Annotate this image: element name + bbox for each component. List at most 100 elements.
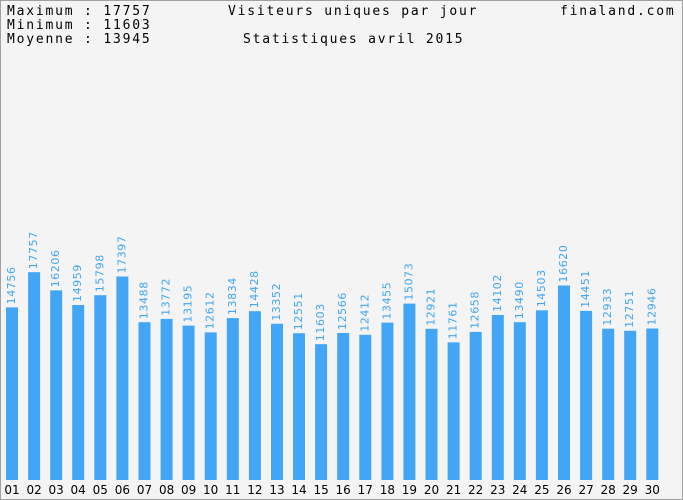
x-tick-label-04: 04 [71,483,86,497]
x-tick-label-15: 15 [313,483,328,497]
x-tick-label-05: 05 [93,483,108,497]
value-label-day-03: 16206 [49,249,62,287]
x-tick-label-18: 18 [380,483,395,497]
value-label-day-18: 13455 [380,282,393,320]
stat-separator: : [84,4,94,19]
x-tick-label-20: 20 [424,483,439,497]
bar-day-01 [6,307,18,480]
value-label-day-12: 14428 [248,270,261,308]
x-tick-label-06: 06 [115,483,130,497]
value-label-day-27: 14451 [579,270,592,308]
value-label-day-15: 11603 [314,303,327,341]
value-label-day-28: 12933 [601,288,614,326]
value-label-day-01: 14756 [5,266,18,304]
bar-day-26 [558,285,570,480]
bar-day-27 [580,310,593,480]
value-label-day-04: 14959 [71,264,84,302]
x-tick-label-21: 21 [446,483,461,497]
stat-separator: : [84,18,94,33]
value-label-day-22: 12658 [469,291,482,329]
bar-day-29 [624,330,637,480]
bar-day-09 [182,325,195,480]
bar-day-24 [513,322,526,480]
bar-day-14 [293,333,305,480]
x-tick-label-11: 11 [225,483,240,497]
value-label-day-06: 17397 [115,236,128,274]
x-tick-label-23: 23 [490,483,505,497]
x-tick-label-17: 17 [358,483,373,497]
bar-day-04 [72,305,85,480]
x-tick-label-14: 14 [291,483,306,497]
bar-day-05 [94,295,107,480]
value-label-day-11: 13834 [226,277,239,315]
chart-subtitle: Statistiques avril 2015 [243,32,465,47]
x-tick-label-07: 07 [137,483,152,497]
value-label-day-13: 13352 [270,283,283,321]
bar-day-11 [226,318,239,480]
bar-day-10 [204,332,217,480]
stat-minimum-label: Minimum [7,18,75,33]
bar-day-28 [602,328,615,480]
stat-average-label: Moyenne [7,32,75,47]
x-tick-label-30: 30 [645,483,660,497]
stat-average-value: 13945 [103,32,152,47]
bar-day-19 [403,303,416,480]
bar-day-12 [248,311,261,480]
bar-day-08 [160,318,173,480]
bar-day-02 [28,272,41,480]
stat-maximum: Maximum : 17757 [7,5,151,19]
chart-title: Visiteurs uniques par jour [228,4,479,19]
bar-day-30 [646,328,659,480]
value-label-day-30: 12946 [645,288,658,326]
value-label-day-05: 15798 [93,254,106,292]
value-label-day-21: 11761 [447,301,460,339]
bar-day-20 [425,328,438,480]
bar-day-22 [469,331,482,480]
bar-day-07 [138,322,151,480]
x-tick-label-10: 10 [203,483,218,497]
bar-day-03 [50,290,63,480]
value-label-day-10: 12612 [204,291,217,329]
x-tick-label-28: 28 [601,483,616,497]
bar-day-15 [315,344,328,480]
value-label-day-08: 13772 [160,278,173,316]
bar-day-16 [337,333,350,480]
bar-day-21 [447,342,460,480]
value-label-day-16: 12566 [336,292,349,330]
value-label-day-24: 13490 [513,281,526,319]
value-label-day-02: 17757 [27,231,40,269]
x-tick-label-16: 16 [336,483,351,497]
x-tick-label-29: 29 [623,483,638,497]
x-tick-label-08: 08 [159,483,174,497]
stat-average: Moyenne : 13945 [7,33,151,47]
x-tick-label-12: 12 [247,483,262,497]
value-label-day-25: 14503 [535,269,548,307]
bar-day-23 [491,315,504,480]
value-label-day-23: 14102 [491,274,504,312]
value-label-day-17: 12412 [358,294,371,332]
x-tick-label-03: 03 [49,483,64,497]
value-label-day-19: 15073 [402,263,415,301]
site-name: finaland.com [560,4,676,19]
bar-day-25 [535,310,548,480]
value-label-day-07: 13488 [138,281,151,319]
x-tick-label-02: 02 [26,483,41,497]
value-label-day-26: 16620 [557,245,570,283]
x-tick-label-01: 01 [4,483,19,497]
value-label-day-20: 12921 [425,288,438,326]
stat-maximum-label: Maximum [7,4,75,19]
stat-minimum-value: 11603 [103,18,152,33]
x-tick-label-19: 19 [402,483,417,497]
x-tick-label-09: 09 [181,483,196,497]
bar-day-06 [116,276,129,480]
x-tick-label-13: 13 [269,483,284,497]
value-label-day-09: 13195 [182,285,195,323]
bar-day-18 [381,322,394,480]
x-tick-label-26: 26 [556,483,571,497]
stat-maximum-value: 17757 [103,4,152,19]
x-tick-label-24: 24 [512,483,527,497]
x-tick-label-25: 25 [534,483,549,497]
value-label-day-29: 12751 [623,290,636,328]
stat-separator: : [84,32,94,47]
